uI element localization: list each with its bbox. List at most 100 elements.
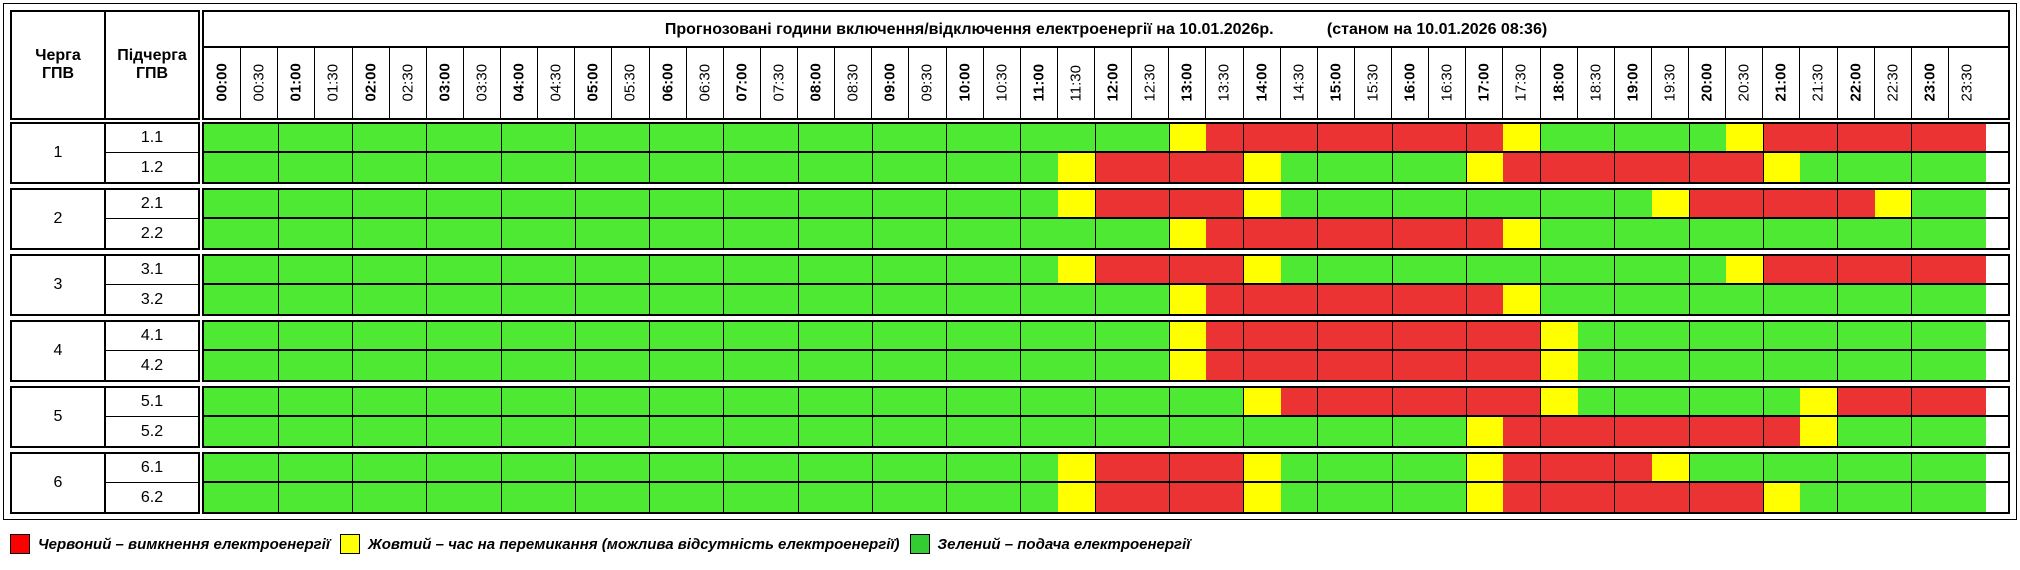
hour-divider <box>277 256 279 283</box>
hour-divider <box>1243 417 1244 446</box>
hour-divider <box>871 219 873 248</box>
hour-divider <box>1243 388 1244 415</box>
time-label: 08:30 <box>844 63 862 102</box>
hour-divider <box>1317 285 1319 314</box>
hour-divider <box>426 388 428 415</box>
hour-divider <box>1540 190 1541 217</box>
hour-divider <box>574 351 576 380</box>
hour-divider <box>1911 322 1913 349</box>
hour-divider <box>1094 285 1096 314</box>
group-6-labels: 6 6.1 6.2 <box>10 452 200 514</box>
power-on-segment <box>204 454 1058 481</box>
hour-divider <box>1094 256 1096 283</box>
group-number: 3 <box>12 256 106 314</box>
time-label: 00:00 <box>213 63 231 102</box>
power-on-segment <box>204 351 1170 380</box>
power-on-segment <box>204 417 1467 446</box>
time-label: 03:00 <box>436 63 454 102</box>
hour-divider <box>1391 124 1393 151</box>
hour-divider <box>1465 322 1467 349</box>
switching-segment <box>1503 219 1541 248</box>
hour-divider <box>1317 256 1319 283</box>
hour-divider <box>1837 153 1838 182</box>
hour-divider <box>277 285 279 314</box>
time-header-cell: 05:30 <box>612 48 650 118</box>
hour-divider <box>1168 483 1170 512</box>
hour-divider <box>277 219 279 248</box>
power-off-segment <box>1206 124 1504 151</box>
power-on-segment <box>1280 153 1467 182</box>
hour-divider <box>1688 322 1690 349</box>
time-label: 16:30 <box>1438 63 1456 102</box>
switching-segment <box>1243 190 1281 217</box>
hour-divider <box>797 388 799 415</box>
hour-divider <box>500 417 502 446</box>
power-off-segment <box>1689 190 1875 217</box>
time-label: 20:00 <box>1698 63 1716 102</box>
hour-divider <box>277 351 279 380</box>
hour-divider <box>1688 388 1690 415</box>
switching-segment <box>1169 285 1207 314</box>
hour-divider <box>500 190 502 217</box>
hour-divider <box>500 454 502 481</box>
hour-divider <box>1614 351 1616 380</box>
hour-divider <box>871 256 873 283</box>
hour-divider <box>1465 417 1467 446</box>
hour-divider <box>426 483 428 512</box>
hour-divider <box>1168 454 1170 481</box>
time-label: 20:30 <box>1735 63 1753 102</box>
schedule-row-5.1 <box>204 388 2008 417</box>
time-label: 15:30 <box>1364 63 1382 102</box>
switching-segment <box>1540 388 1578 415</box>
time-label: 17:00 <box>1475 63 1493 102</box>
switching-segment <box>1763 153 1801 182</box>
switching-segment <box>1243 388 1281 415</box>
hour-divider <box>500 219 502 248</box>
group-2-schedule <box>202 188 2010 250</box>
hour-divider <box>1465 351 1467 380</box>
power-on-segment <box>204 153 1058 182</box>
hour-divider <box>1317 454 1319 481</box>
time-header-cell: 16:30 <box>1429 48 1467 118</box>
hour-divider <box>649 483 650 512</box>
hour-divider <box>797 153 799 182</box>
hour-divider <box>1391 190 1393 217</box>
hour-divider <box>1614 256 1616 283</box>
time-label: 11:00 <box>1030 63 1048 102</box>
time-label: 12:30 <box>1141 63 1159 102</box>
time-header-cell: 00:30 <box>241 48 279 118</box>
power-on-segment <box>1800 153 1986 182</box>
hour-divider <box>1243 454 1244 481</box>
time-label: 06:30 <box>696 63 714 102</box>
hour-divider <box>1837 124 1838 151</box>
hour-divider <box>1465 124 1467 151</box>
time-label: 03:30 <box>473 63 491 102</box>
hour-divider <box>1540 483 1541 512</box>
group-3-labels: 3 3.1 3.2 <box>10 254 200 316</box>
legend: Червоний – вимкнення електроенергії Жовти… <box>10 532 1200 556</box>
switching-segment <box>1169 351 1207 380</box>
power-on-segment <box>204 190 1058 217</box>
time-label: 10:30 <box>993 63 1011 102</box>
hour-divider <box>1094 351 1096 380</box>
hour-divider <box>1465 454 1467 481</box>
time-header-cell: 19:30 <box>1652 48 1689 118</box>
hour-divider <box>1168 322 1170 349</box>
switching-segment <box>1243 483 1281 512</box>
power-off-segment <box>1206 322 1541 349</box>
time-label: 04:30 <box>547 63 565 102</box>
time-header-cell: 11:30 <box>1058 48 1095 118</box>
group-number: 4 <box>12 322 106 380</box>
hour-divider <box>1391 256 1393 283</box>
time-header-cell: 05:00 <box>575 48 613 118</box>
subgroup-header: Підчерга ГПВ <box>104 10 200 120</box>
hour-divider <box>1837 417 1838 446</box>
switching-segment <box>1503 285 1541 314</box>
hour-divider <box>352 454 353 481</box>
hour-divider <box>1391 388 1393 415</box>
hour-divider <box>797 454 799 481</box>
legend-swatch <box>340 534 360 554</box>
schedule-row-5.2 <box>204 417 2008 446</box>
hour-divider <box>1243 483 1244 512</box>
hour-divider <box>1020 190 1022 217</box>
